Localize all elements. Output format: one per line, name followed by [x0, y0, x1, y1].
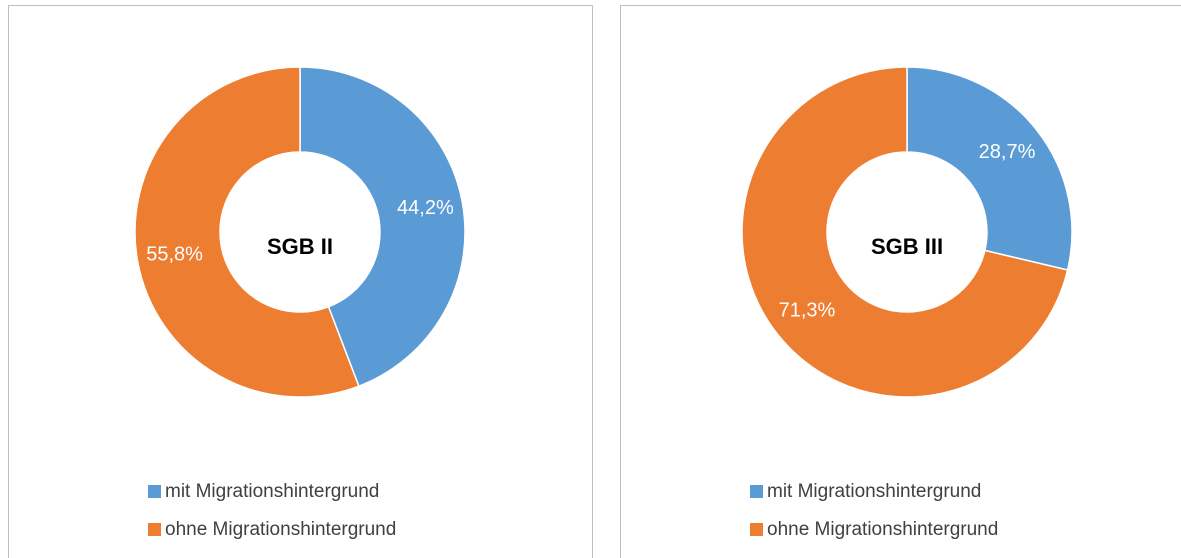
donut-slice: [906, 66, 1073, 271]
center-label: SGB III: [871, 234, 943, 259]
data-label: 44,2%: [397, 197, 454, 219]
legend-swatch: [750, 485, 763, 498]
data-label: 71,3%: [779, 299, 836, 321]
legend-label: ohne Migrationshintergrund: [165, 519, 396, 540]
center-label: SGB II: [267, 234, 333, 259]
donut-slice: [299, 66, 466, 388]
data-label: 28,7%: [979, 141, 1036, 163]
legend-label: mit Migrationshintergrund: [165, 481, 379, 502]
legend-swatch: [148, 523, 161, 536]
legend-label: mit Migrationshintergrund: [767, 481, 981, 502]
donut-slice: [134, 66, 360, 398]
donut-slice: [741, 66, 1069, 398]
legend-swatch: [148, 485, 161, 498]
legend-label: ohne Migrationshintergrund: [767, 519, 998, 540]
legend-swatch: [750, 523, 763, 536]
data-label: 55,8%: [146, 243, 203, 265]
